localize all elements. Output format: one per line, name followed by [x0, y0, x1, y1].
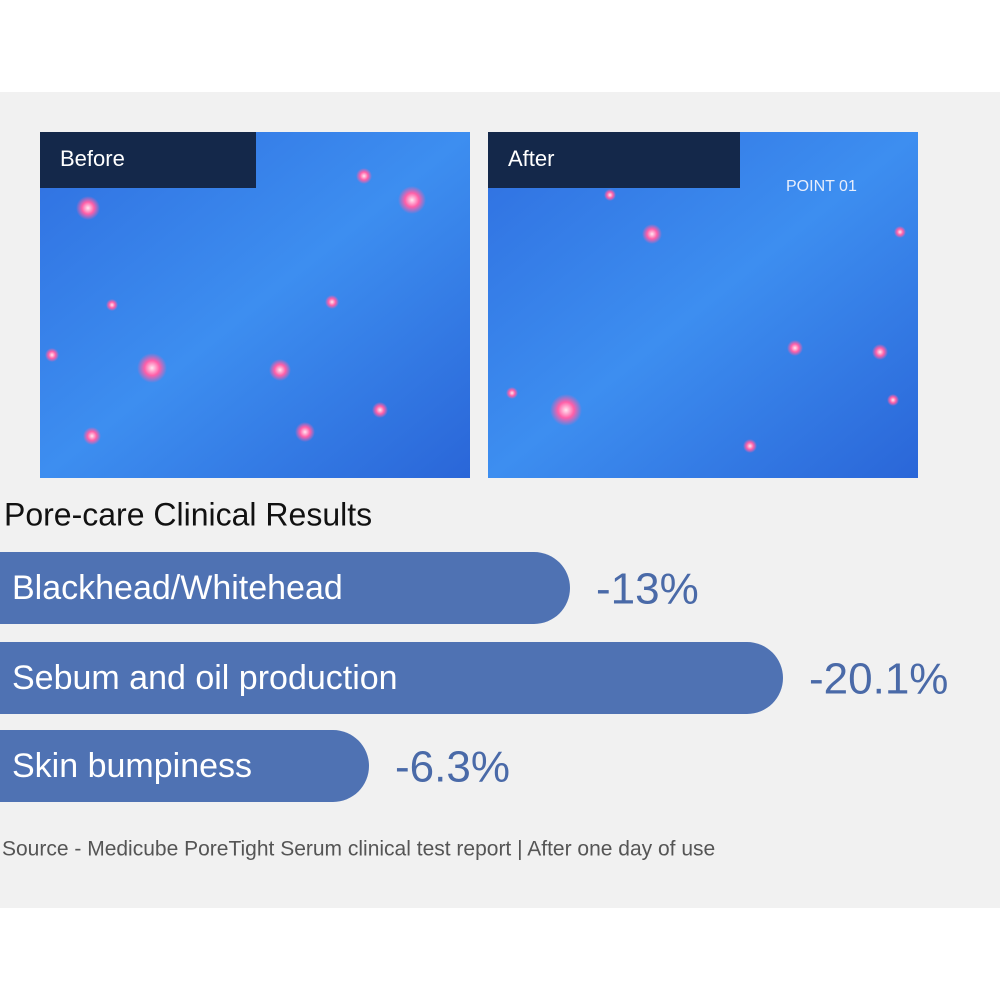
- pore: [106, 299, 118, 311]
- pore: [604, 189, 616, 201]
- value-label: -6.3%: [395, 743, 510, 792]
- value-label: -20.1%: [809, 655, 948, 704]
- category-label: Blackhead/Whitehead: [12, 569, 343, 607]
- pore: [398, 186, 426, 214]
- pore: [356, 168, 372, 184]
- before-image: Before: [40, 132, 470, 478]
- pore: [887, 394, 899, 406]
- pore: [894, 226, 906, 238]
- pore: [269, 359, 291, 381]
- category-label: Skin bumpiness: [12, 747, 252, 785]
- pore: [787, 340, 803, 356]
- pore: [506, 387, 518, 399]
- pore: [872, 344, 888, 360]
- chart-title: Pore-care Clinical Results: [4, 496, 372, 532]
- pore: [45, 348, 59, 362]
- after-image: After POINT 01: [488, 132, 918, 478]
- label-box: [488, 132, 740, 188]
- bar: [0, 730, 369, 802]
- image-label: After: [508, 146, 554, 171]
- pore: [76, 196, 100, 220]
- image-label: Before: [60, 146, 125, 171]
- bar: [0, 552, 570, 624]
- pore: [642, 224, 662, 244]
- value-label: -13%: [596, 565, 699, 614]
- source-note: Source - Medicube PoreTight Serum clinic…: [2, 838, 715, 861]
- pore: [743, 439, 757, 453]
- pore: [83, 427, 101, 445]
- pore: [295, 422, 315, 442]
- pore: [137, 353, 167, 383]
- category-label: Sebum and oil production: [12, 659, 398, 697]
- pore: [550, 394, 582, 426]
- pore: [325, 295, 339, 309]
- bar: [0, 642, 783, 714]
- image-annotation: POINT 01: [786, 178, 857, 195]
- label-box: [40, 132, 256, 188]
- pore: [372, 402, 388, 418]
